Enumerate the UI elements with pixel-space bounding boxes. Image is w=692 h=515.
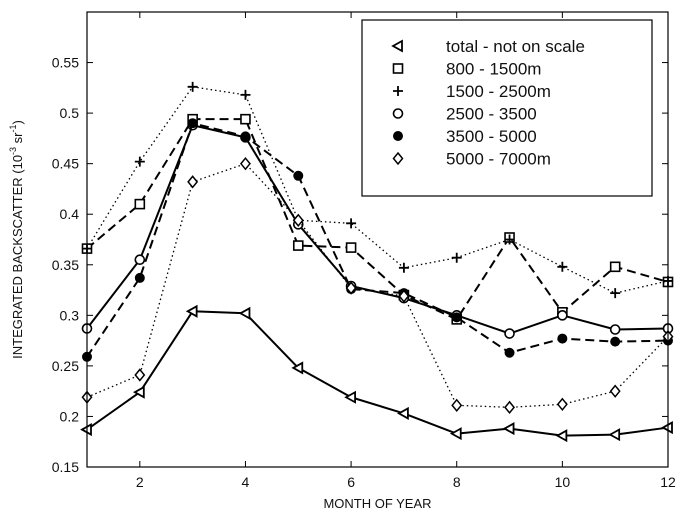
y-axis-title-exp1: -3 [8,147,18,155]
legend-marker [391,39,403,53]
data-point [293,170,304,181]
data-point [134,368,146,382]
legend-entry: 800 - 1500m [392,60,541,79]
data-point [504,328,515,339]
data-point [240,89,251,100]
x-tick-label: 6 [347,474,355,490]
y-tick-label: 0.35 [52,257,79,273]
data-point [346,218,357,229]
y-tick-label: 0.3 [60,307,80,323]
data-point [239,156,251,171]
legend: total - not on scale 800 - 1500m 1500 - 25… [361,19,653,197]
y-tick-label: 0.2 [60,408,80,424]
data-point [185,304,198,318]
data-point [397,406,409,420]
series-line [86,122,669,358]
x-tick-label: 4 [242,474,250,490]
data-point [502,422,515,436]
legend-label: 2500 - 3500 [446,105,537,124]
data-point [451,312,462,323]
data-point [610,336,621,347]
series-line [86,310,669,437]
data-point [609,261,621,273]
data-point [608,428,621,442]
data-point [238,306,251,320]
legend-entry: total - not on scale [391,37,585,56]
x-tick-label: 12 [660,474,676,490]
data-point [134,254,146,266]
x-tick-label: 8 [453,474,461,490]
data-point [449,427,462,441]
legend-label: 1500 - 2500m [446,82,551,101]
y-tick-label: 0.4 [60,206,80,222]
legend-entry: 1500 - 2500m [393,82,551,101]
y-axis-title-exp2: -1 [8,124,18,132]
series-6 [81,156,674,415]
y-tick-label: 0.55 [52,55,79,71]
data-point [240,131,251,142]
legend-marker [393,131,403,141]
data-point [609,384,621,398]
data-point [398,262,409,273]
y-tick-label: 0.15 [52,459,79,475]
data-point [557,310,568,321]
data-point [292,213,304,227]
y-axis-title-main: INTEGRATED BACKSCATTER (10 [10,155,25,359]
y-tick-label: 0.5 [60,105,80,121]
data-point [451,398,463,413]
data-point [292,240,304,251]
data-point [504,234,515,245]
series-line [86,163,669,408]
data-point [345,281,357,295]
legend-entry: 3500 - 5000 [393,127,537,146]
x-tick-label: 2 [136,474,144,490]
x-tick-label: 10 [555,474,571,490]
data-point [134,156,145,167]
legend-marker [393,86,403,96]
y-axis-title: INTEGRATED BACKSCATTER (10-3 sr-1) [8,120,25,359]
series-1 [80,304,673,443]
legend-entry: 5000 - 7000m [392,150,551,169]
data-point [187,175,199,189]
data-point [398,289,410,303]
legend-box [361,19,653,197]
legend-label: total - not on scale [446,37,585,56]
plot-frame [86,11,669,468]
data-point [291,361,304,375]
x-axis-title: MONTH OF YEAR [323,496,431,511]
legend-marker [392,108,404,119]
data-point [504,347,515,358]
data-point [504,400,516,415]
data-point [555,429,568,443]
legend-marker [392,151,404,166]
data-point [557,261,568,272]
data-point [344,390,356,404]
data-point [556,397,568,411]
data-point [187,81,198,92]
data-point [557,333,568,344]
data-point [240,113,251,125]
y-tick-label: 0.25 [52,358,79,374]
data-point [134,198,146,210]
data-point [187,118,198,129]
data-point [345,242,357,253]
legend-label: 5000 - 7000m [446,150,551,169]
legend-label: 3500 - 5000 [446,127,537,146]
y-axis-title-mid: sr [10,132,25,147]
data-point [451,252,462,263]
legend-marker [392,63,404,74]
y-axis-title-end: ) [10,120,25,124]
data-point [610,288,621,299]
y-tick-label: 0.45 [52,156,79,172]
legend-entry: 2500 - 3500 [392,105,537,124]
data-point [132,385,145,399]
legend-label: 800 - 1500m [446,60,541,79]
data-point [609,324,621,335]
data-point [134,272,145,283]
